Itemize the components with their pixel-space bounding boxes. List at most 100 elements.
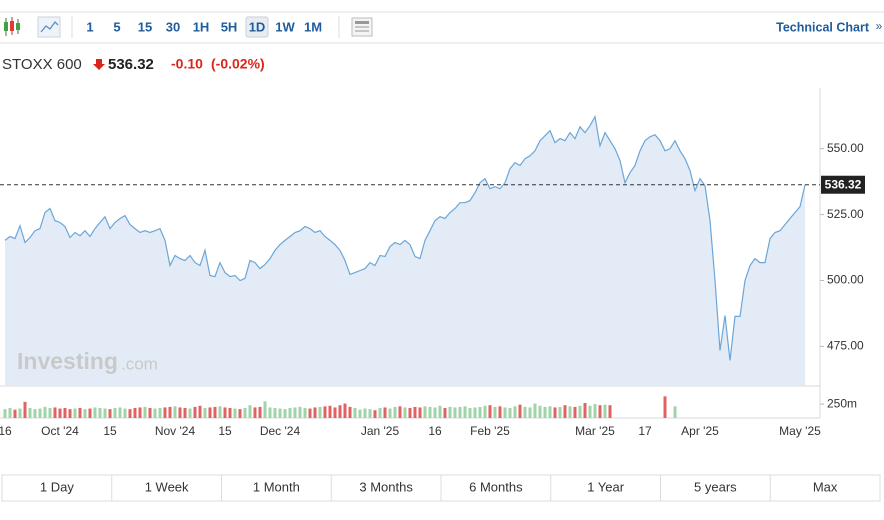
volume-bar [268, 407, 272, 418]
x-tick-label: Apr '25 [681, 424, 719, 438]
technical-chart-arrow[interactable]: » [876, 19, 883, 33]
interval-active-bg[interactable] [245, 16, 269, 38]
x-tick-label: May '25 [779, 424, 821, 438]
volume-bar [353, 408, 357, 418]
volume-bar [98, 408, 102, 418]
quote-price: 536.32 [108, 56, 154, 73]
interval-button[interactable]: 15 [138, 19, 152, 34]
volume-bar [253, 407, 257, 418]
candle-icon[interactable] [4, 17, 20, 36]
volume-bar [218, 406, 222, 418]
volume-bar [58, 408, 62, 418]
volume-bar [173, 406, 177, 418]
interval-button[interactable]: 5 [113, 19, 120, 34]
y-tick-label: 500.00 [827, 273, 864, 287]
volume-bar [193, 406, 197, 418]
volume-bar [83, 409, 87, 418]
volume-bar [123, 408, 127, 418]
quote-change-pct: (-0.02%) [211, 56, 265, 72]
volume-bar [148, 408, 152, 418]
volume-bar [558, 406, 562, 418]
volume-bar [483, 405, 487, 418]
volume-bar [18, 408, 22, 418]
volume-bar [343, 403, 347, 418]
range-button[interactable]: 1 Month [253, 479, 300, 494]
volume-bar [388, 408, 392, 418]
range-button[interactable]: 1 Week [145, 479, 189, 494]
volume-bar [478, 406, 482, 418]
interval-button[interactable]: 1D [249, 19, 266, 34]
grid-icon[interactable] [351, 17, 373, 37]
volume-bar [333, 407, 337, 418]
volume-bar [593, 404, 597, 418]
range-button[interactable]: 6 Months [469, 479, 523, 494]
volume-bar [108, 409, 112, 418]
range-button[interactable]: 1 Year [587, 479, 625, 494]
interval-button[interactable]: 1M [304, 19, 322, 34]
volume-bar [373, 410, 377, 418]
volume-bar [358, 409, 362, 418]
range-button[interactable]: Max [813, 479, 838, 494]
volume-bar [503, 407, 507, 418]
volume-bar [143, 406, 147, 418]
last-price-label: 536.32 [825, 177, 862, 191]
volume-bar [338, 405, 342, 418]
volume-bar [418, 407, 422, 418]
volume-bar [28, 408, 32, 418]
x-tick-label: Nov '24 [155, 424, 196, 438]
volume-bar [548, 406, 552, 418]
volume-bar [313, 407, 317, 418]
volume-bar [498, 406, 502, 418]
range-button[interactable]: 5 years [694, 479, 737, 494]
volume-bar [393, 406, 397, 418]
volume-bar [423, 406, 427, 418]
volume-bar [588, 405, 592, 418]
overlay: 475.00 500.00 525.00 550.00 536.32 250m 16 Oct … [0, 141, 865, 438]
price-line [4, 114, 806, 361]
volume-bar [178, 407, 182, 418]
volume-bar [163, 407, 167, 418]
volume-bar [433, 407, 437, 418]
volume-bar [198, 405, 202, 418]
volume-bar [153, 408, 157, 418]
area-icon[interactable] [37, 16, 61, 38]
volume-bar [603, 404, 607, 418]
technical-chart-link[interactable]: Technical Chart [776, 20, 870, 34]
range-button[interactable]: 3 Months [359, 479, 413, 494]
x-tick-label: Oct '24 [41, 424, 79, 438]
x-tick-label: 15 [218, 424, 232, 438]
volume-bar [73, 408, 77, 418]
volume-bar [288, 408, 292, 418]
interval-button[interactable]: 1 [86, 19, 93, 34]
x-tick-label: Mar '25 [575, 424, 615, 438]
interval-button[interactable]: 1W [275, 19, 295, 34]
volume-bar [458, 406, 462, 418]
range-button[interactable]: 1 Day [40, 479, 74, 494]
volume-bar [53, 407, 57, 418]
volume-bar [243, 408, 247, 418]
volume-bar [473, 407, 477, 418]
plot [4, 114, 806, 386]
x-tick-label: Dec '24 [260, 424, 301, 438]
volume-bar [63, 408, 67, 418]
interval-button[interactable]: 30 [166, 19, 180, 34]
x-tick-label: 15 [103, 424, 117, 438]
volume-bar [228, 408, 232, 418]
volume-bar [363, 408, 367, 418]
quote-change: -0.10 [171, 56, 203, 72]
interval-button[interactable]: 5H [221, 19, 238, 34]
volume-bar [208, 407, 212, 418]
volume-bar [468, 408, 472, 418]
volume-bar [448, 406, 452, 418]
volume-bar [303, 408, 307, 418]
volume-bar [23, 401, 27, 418]
interval-button[interactable]: 1H [193, 19, 210, 34]
y-tick-label: 525.00 [827, 207, 864, 221]
volume-bar [273, 408, 277, 418]
volume-bar [663, 396, 667, 418]
volume-bar [33, 409, 37, 418]
volume-bar [223, 407, 227, 418]
volume-bar [8, 408, 12, 418]
volume-bar [133, 408, 137, 418]
